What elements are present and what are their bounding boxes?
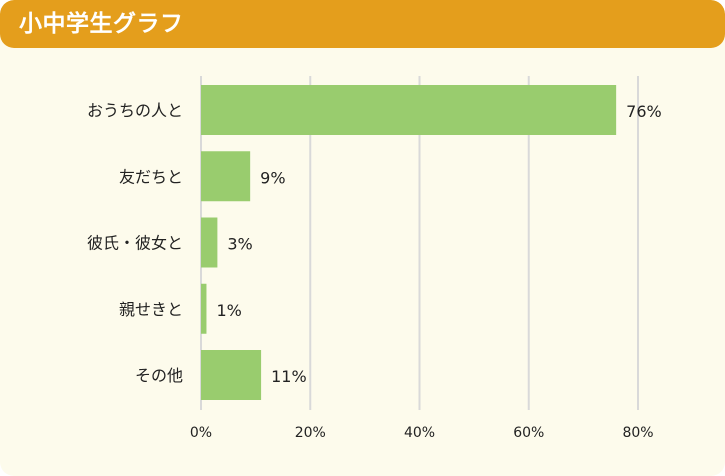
bar — [201, 283, 207, 334]
category-label: 友だちと — [119, 167, 183, 186]
category-label: その他 — [135, 366, 183, 385]
value-labels: 76% 9% 3% 1% 11% — [216, 102, 661, 386]
value-label: 9% — [260, 168, 285, 187]
category-label: 親せきと — [119, 300, 183, 319]
x-tick-label: 20% — [295, 425, 326, 441]
bar — [201, 350, 262, 400]
bars — [201, 85, 617, 400]
category-label: 彼氏・彼女と — [87, 234, 183, 253]
x-tick-label: 60% — [513, 425, 544, 441]
x-tick-label: 80% — [622, 425, 653, 441]
x-axis-ticks: 0% 20% 40% 60% 80% — [190, 425, 654, 441]
category-label: おうちの人と — [87, 101, 183, 120]
value-label: 76% — [626, 102, 662, 121]
bar — [201, 151, 251, 202]
value-label: 11% — [271, 367, 307, 386]
chart-title: 小中学生グラフ — [19, 11, 184, 37]
bar — [201, 217, 218, 268]
bar — [201, 85, 617, 135]
value-label: 1% — [216, 301, 241, 320]
x-tick-label: 40% — [404, 425, 435, 441]
x-tick-label: 0% — [190, 425, 212, 441]
value-label: 3% — [227, 235, 252, 254]
header-bar: 小中学生グラフ — [0, 0, 725, 48]
